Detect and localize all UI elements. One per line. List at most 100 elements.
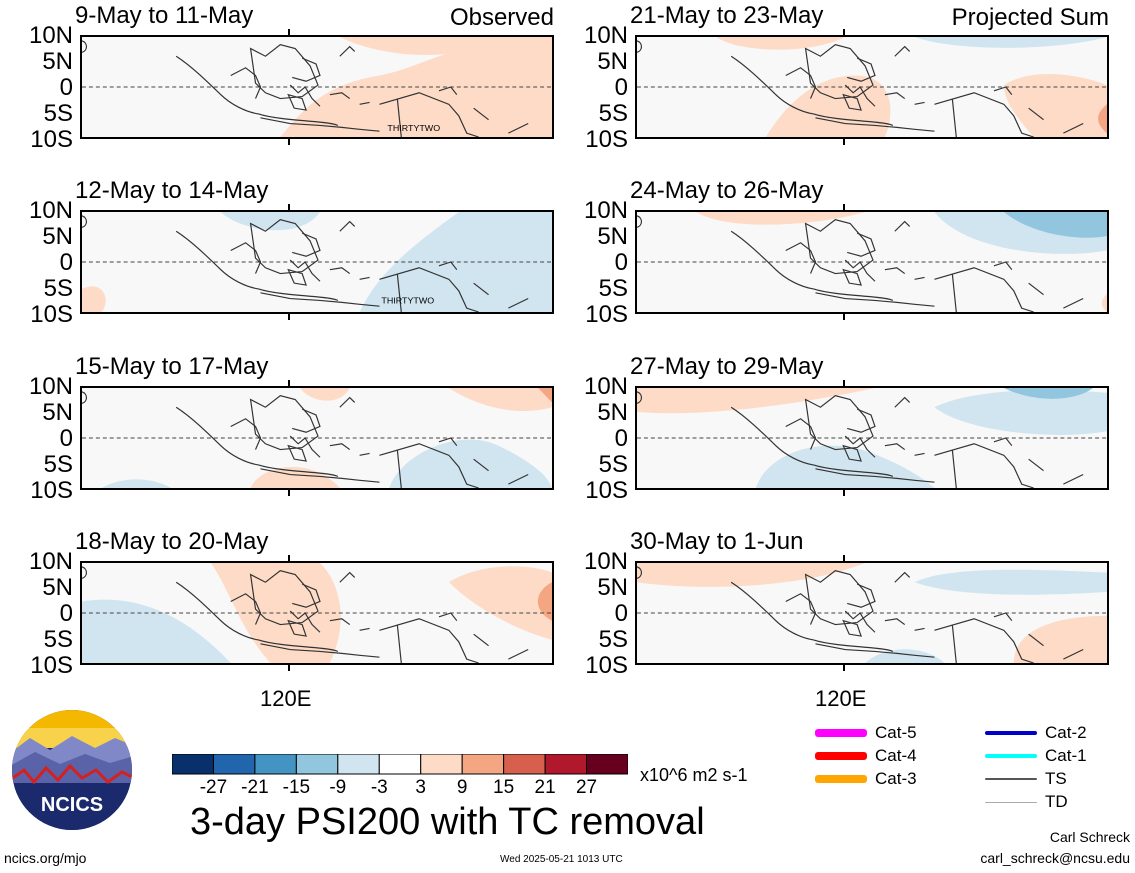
colorbar-swatch — [586, 754, 628, 775]
footer-url[interactable]: ncics.org/mjo — [4, 850, 87, 866]
lon-tick-mark — [843, 665, 845, 671]
lat-tick-label: 5N — [42, 48, 73, 75]
lat-tick-label: 5S — [43, 626, 73, 653]
lon-tick-label: 120E — [815, 686, 867, 711]
panel-title: 21-May to 23-May — [630, 2, 824, 29]
lat-tick-label: 0 — [614, 74, 628, 101]
anomaly-region — [537, 582, 552, 621]
lon-tick-mark — [288, 490, 290, 496]
map-panel — [635, 386, 1109, 490]
lon-tick-mark — [288, 29, 290, 35]
legend-item: Cat-4 — [815, 745, 917, 767]
lat-tick-label: 0 — [614, 249, 628, 276]
lon-tick-mark — [843, 29, 845, 35]
anomaly-region — [359, 212, 552, 312]
lat-tick-label: 0 — [59, 249, 73, 276]
colorbar-swatch — [295, 754, 339, 775]
colorbar-swatch — [378, 754, 422, 775]
map-panel: THIRTYTWO — [80, 35, 554, 139]
legend-line-swatch — [985, 731, 1037, 735]
legend-line-swatch — [985, 801, 1037, 803]
coastline — [637, 566, 1084, 663]
legend-item: Cat-5 — [815, 722, 917, 744]
legend-line-swatch — [815, 729, 867, 737]
legend-label: TS — [1045, 769, 1067, 788]
lon-tick-mark — [843, 555, 845, 561]
lon-tick-mark — [288, 380, 290, 386]
legend-label: Cat-3 — [875, 769, 917, 788]
footer-author: Carl Schreck — [1049, 829, 1130, 845]
lat-tick-label: 5S — [598, 275, 628, 302]
lat-tick-label: 10S — [585, 301, 628, 328]
anomaly-region — [220, 212, 320, 231]
legend-line-swatch — [985, 778, 1037, 780]
lat-tick-label: 10S — [30, 126, 73, 153]
anomaly-region — [1098, 104, 1107, 134]
colorbar-tick-label: 9 — [456, 777, 468, 798]
anomaly-region — [637, 563, 866, 587]
lon-tick-mark — [843, 204, 845, 210]
colorbar-tick-label: 3 — [415, 777, 427, 798]
lat-tick-label: 5N — [42, 574, 73, 601]
anomaly-region — [250, 466, 340, 488]
lon-tick-mark — [843, 139, 845, 145]
lon-tick-mark — [843, 314, 845, 320]
colorbar-tick-label: 27 — [575, 777, 598, 798]
lat-tick-label: 10S — [30, 477, 73, 504]
map-panel — [80, 561, 554, 665]
lat-tick-label: 10S — [30, 652, 73, 679]
anomaly-region — [448, 566, 552, 640]
anomaly-region — [637, 388, 875, 414]
map-panel — [635, 561, 1109, 665]
legend-label: Cat-2 — [1045, 723, 1087, 742]
lat-tick-label: 10N — [583, 373, 628, 400]
legend-line-swatch — [985, 754, 1037, 758]
lon-tick-mark — [288, 139, 290, 145]
panel-title: 9-May to 11-May — [75, 2, 254, 29]
lat-tick-label: 5N — [42, 399, 73, 426]
footer-email[interactable]: carl_schreck@ncsu.edu — [980, 850, 1130, 866]
lat-tick-label: 5S — [43, 100, 73, 127]
panel-title: 12-May to 14-May — [75, 177, 269, 204]
colorbar-swatch — [461, 754, 505, 775]
anomaly-region — [1013, 615, 1107, 663]
anomaly-region — [1003, 73, 1107, 137]
coastline — [82, 215, 529, 312]
anomaly-region — [1003, 388, 1094, 399]
lat-tick-label: 10N — [28, 548, 73, 575]
lat-tick-label: 5N — [42, 223, 73, 250]
anomaly-region — [82, 599, 231, 663]
lat-tick-label: 10N — [28, 22, 73, 49]
legend-label: Cat-1 — [1045, 746, 1087, 765]
lat-tick-label: 0 — [59, 425, 73, 452]
coastline — [637, 40, 1084, 137]
anomaly-region — [1003, 212, 1107, 238]
ncics-logo: NCICS — [10, 708, 134, 832]
anomaly-region — [339, 37, 552, 56]
lat-tick-label: 10N — [583, 22, 628, 49]
lat-tick-label: 10S — [585, 652, 628, 679]
lat-tick-label: 10N — [583, 197, 628, 224]
panel-title: 27-May to 29-May — [630, 353, 824, 380]
map-panel — [80, 386, 554, 490]
legend-label: Cat-5 — [875, 723, 917, 742]
map-panel — [635, 35, 1109, 139]
anomaly-region — [448, 388, 552, 412]
anomaly-region — [914, 37, 1107, 48]
coastline — [637, 391, 1084, 488]
colorbar-units: x10^6 m2 s-1 — [640, 765, 748, 785]
anomaly-region — [389, 439, 552, 488]
legend-item: TD — [985, 791, 1068, 813]
legend-label: Cat-4 — [875, 746, 917, 765]
colorbar-tick-label: -3 — [370, 777, 388, 798]
anomaly-region — [716, 37, 846, 50]
lat-tick-label: 0 — [59, 74, 73, 101]
coastline — [82, 391, 529, 488]
coastline — [637, 215, 1084, 312]
legend-line-swatch — [815, 775, 867, 783]
lon-tick-mark — [288, 314, 290, 320]
anomaly-region — [1101, 293, 1107, 312]
lat-tick-label: 0 — [614, 600, 628, 627]
lat-tick-label: 0 — [614, 425, 628, 452]
anomaly-region — [765, 75, 891, 137]
